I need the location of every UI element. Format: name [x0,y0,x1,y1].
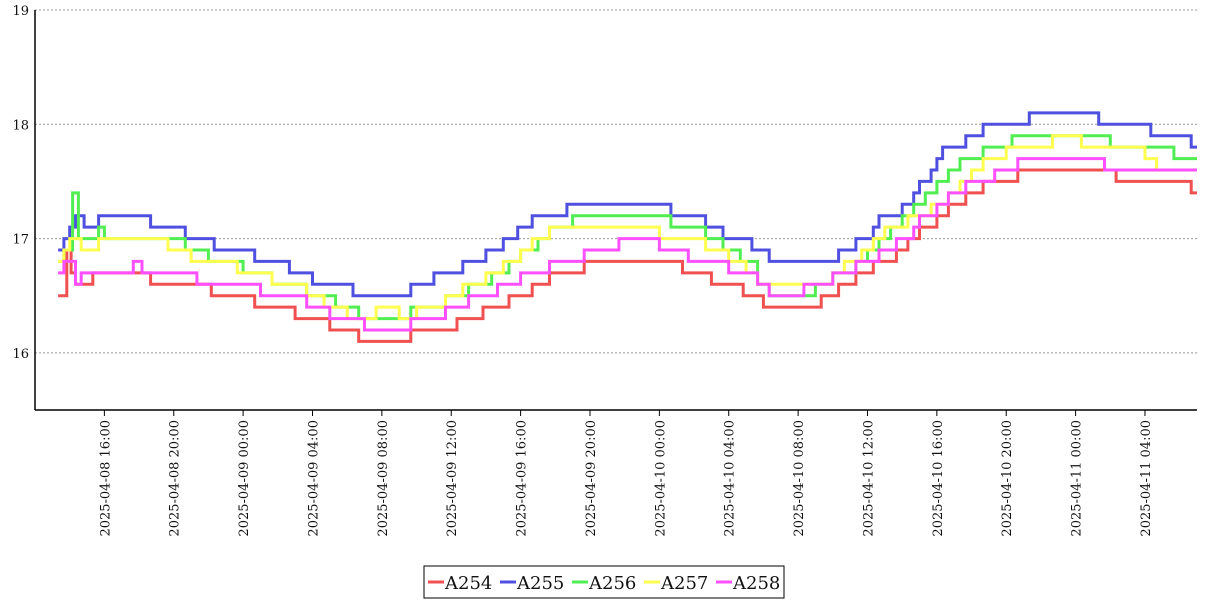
x-tick-label: 2025-04-10 00:00 [653,420,668,537]
legend-label: A258 [732,573,780,594]
y-tick-labels: 16 17 18 19 [12,4,29,362]
x-tick-label: 2025-04-10 12:00 [861,420,876,537]
y-tick-label: 17 [12,233,29,248]
series-line-a257 [58,134,1197,321]
x-tick-label: 2025-04-09 16:00 [515,420,530,537]
x-tick-label: 2025-04-11 00:00 [1070,420,1085,537]
x-tick-label: 2025-04-09 08:00 [376,420,391,537]
x-tick-labels: 2025-04-08 16:00 2025-04-08 20:00 2025-04-… [98,410,1154,537]
x-tick-label: 2025-04-10 08:00 [792,420,807,537]
legend-label: A256 [588,573,636,594]
x-tick-label: 2025-04-09 12:00 [445,420,460,537]
x-tick-label: 2025-04-10 04:00 [723,420,738,537]
x-tick-label: 2025-04-09 00:00 [237,420,252,537]
grid-lines [35,9,1197,354]
legend-label: A255 [516,573,564,594]
series-lines [58,111,1197,343]
x-tick-label: 2025-04-08 16:00 [98,420,113,537]
series-line-a258 [58,157,1197,332]
legend: A254 A255 A256 A257 A258 [423,565,785,599]
y-tick-label: 19 [12,4,29,19]
legend-label: A254 [444,573,492,594]
legend-label: A257 [660,573,708,594]
y-tick-label: 16 [12,347,29,362]
series-line-a254 [58,168,1197,343]
x-tick-label: 2025-04-09 20:00 [584,420,599,537]
axes [34,10,1197,411]
x-tick-label: 2025-04-10 20:00 [1000,420,1015,537]
y-tick-label: 18 [12,118,29,133]
x-tick-label: 2025-04-09 04:00 [306,420,321,537]
x-tick-label: 2025-04-10 16:00 [931,420,946,537]
x-tick-label: 2025-04-11 04:00 [1139,420,1154,537]
x-tick-label: 2025-04-08 20:00 [168,420,183,537]
series-line-a255 [58,111,1197,298]
